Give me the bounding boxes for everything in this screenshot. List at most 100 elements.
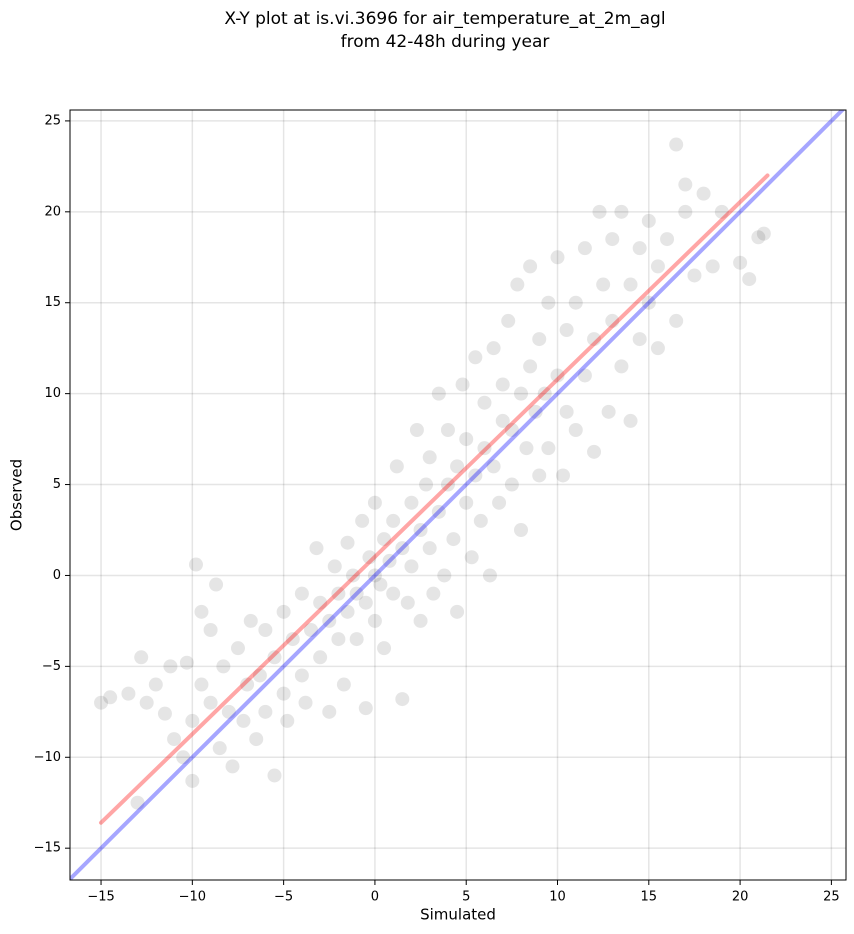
scatter-point (298, 695, 313, 710)
scatter-point (216, 659, 231, 674)
scatter-point (327, 559, 342, 574)
scatter-point (660, 232, 675, 247)
scatter-point (188, 557, 203, 572)
scatter-point (450, 459, 465, 474)
scatter-point (386, 586, 401, 601)
scatter-point (623, 277, 638, 292)
scatter-point (367, 495, 382, 510)
scatter-point (336, 677, 351, 692)
scatter-point (313, 650, 328, 665)
scatter-point (528, 404, 543, 419)
scatter-point (94, 695, 109, 710)
scatter-point (687, 268, 702, 283)
scatter-point (285, 632, 300, 647)
scatter-point (331, 586, 346, 601)
scatter-point (309, 541, 324, 556)
x-tick-label: 5 (462, 890, 470, 905)
x-axis-label: Simulated (420, 906, 496, 924)
scatter-point (276, 604, 291, 619)
scatter-point (194, 677, 209, 692)
scatter-point (389, 459, 404, 474)
reference-line (70, 110, 846, 880)
scatter-point (419, 477, 434, 492)
scatter-point (550, 368, 565, 383)
scatter-point (605, 313, 620, 328)
y-tick-label: 0 (53, 568, 61, 583)
scatter-point (331, 632, 346, 647)
scatter-point (313, 595, 328, 610)
scatter-point (431, 386, 446, 401)
scatter-point (592, 204, 607, 219)
scatter-point (249, 732, 264, 747)
scatter-point (280, 713, 295, 728)
scatter-point (510, 277, 525, 292)
y-tick-label: −15 (34, 841, 61, 856)
scatter-point (221, 704, 236, 719)
x-tick-label: 25 (823, 890, 840, 905)
scatter-point (555, 468, 570, 483)
scatter-point (669, 137, 684, 152)
scatter-point (179, 655, 194, 670)
scatter-point (641, 295, 656, 310)
scatter-point (304, 623, 319, 637)
scatter-point (495, 377, 510, 392)
scatter-point (209, 577, 224, 592)
scatter-point (294, 586, 309, 601)
scatter-point (614, 204, 629, 219)
scatter-point (623, 413, 638, 428)
axes-frame (69, 109, 847, 881)
scatter-point (346, 568, 361, 583)
scatter-point (212, 741, 227, 756)
scatter-point (459, 432, 474, 447)
scatter-point (404, 495, 419, 510)
scatter-point (103, 690, 118, 705)
x-tick-label: 0 (371, 890, 379, 905)
scatter-point (678, 177, 693, 192)
scatter-point (185, 773, 200, 788)
scatter-point (148, 677, 163, 692)
scatter-point (614, 359, 629, 374)
x-tick-label: −15 (87, 890, 114, 905)
scatter-point (596, 277, 611, 292)
scatter-point (358, 595, 373, 610)
scatter-point (705, 259, 720, 274)
scatter-point (577, 241, 592, 256)
scatter-point (194, 604, 209, 619)
scatter-point (400, 595, 415, 610)
scatter-point (243, 613, 258, 628)
scatter-point (650, 341, 665, 356)
scatter-point (541, 295, 556, 310)
scatter-point (276, 686, 291, 701)
scatter-point (523, 359, 538, 374)
scatter-point (450, 604, 465, 619)
scatter-point (504, 477, 519, 492)
scatter-point (294, 668, 309, 683)
scatter-point (382, 553, 397, 568)
scatter-point (404, 559, 419, 574)
scatter-point (468, 468, 483, 483)
chart-title: X-Y plot at is.vi.3696 for air_temperatu… (224, 9, 665, 29)
scatter-point (395, 541, 410, 556)
ticks: −15 −10 −5 0 5 10 15 20 25 −15 −10 −5 0 5 10 15 20 25 (34, 113, 840, 904)
scatter-point (669, 313, 684, 328)
scatter-point (495, 413, 510, 428)
scatter-point (532, 332, 547, 347)
scatter-point (157, 706, 172, 721)
scatter-point (322, 613, 337, 628)
scatter-point (532, 468, 547, 483)
scatter-point (482, 568, 497, 583)
scatter-point (349, 586, 364, 601)
plot-area (70, 110, 846, 880)
scatter-point (537, 386, 552, 401)
scatter-point (340, 604, 355, 619)
y-tick-label: 20 (44, 204, 61, 219)
scatter-point (523, 259, 538, 274)
scatter-point (650, 259, 665, 274)
scatter-point (358, 701, 373, 716)
scatter-point (714, 204, 729, 219)
scatter-point (340, 535, 355, 550)
scatter-point (477, 441, 492, 456)
scatter-point (203, 623, 218, 637)
